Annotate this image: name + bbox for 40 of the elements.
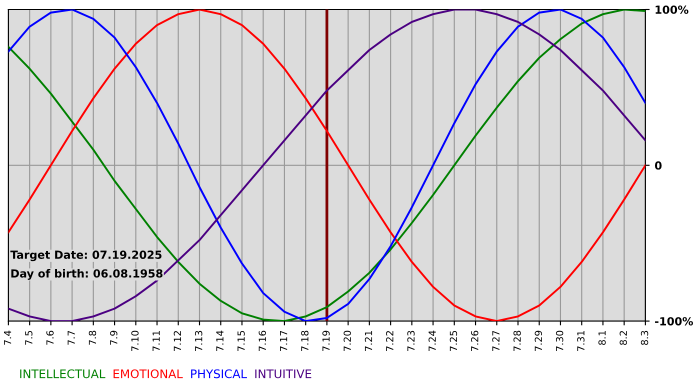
- annotation: Target Date: 07.19.2025: [10, 250, 162, 262]
- x-tick-label: 7.19: [322, 330, 330, 351]
- x-tick-label: 7.4: [4, 330, 12, 345]
- y-tick-label: 100%: [656, 5, 688, 14]
- x-tick-label: 7.13: [194, 330, 202, 351]
- x-tick-label: 7.9: [110, 330, 118, 345]
- x-tick-label: 7.12: [174, 331, 181, 351]
- x-tick-label: 7.31: [577, 331, 585, 351]
- x-tick-label: 7.24: [428, 330, 436, 351]
- x-tick-label: 8.1: [598, 331, 606, 345]
- x-tick-label: 7.10: [131, 330, 139, 351]
- x-tick-label: 7.27: [492, 330, 500, 351]
- x-tick-label: 7.17: [280, 330, 288, 351]
- annotation: Day of birth: 06.08.1958: [11, 269, 163, 280]
- x-tick-label: 8.3: [640, 330, 648, 345]
- x-tick-label: 7.23: [407, 330, 415, 351]
- x-tick-label: 7.18: [301, 330, 308, 351]
- text: INTUITIVE: [255, 369, 312, 378]
- x-tick-label: 7.20: [344, 330, 351, 351]
- x-tick-label: 7.22: [386, 331, 394, 351]
- x-tick-label: 7.6: [46, 330, 54, 345]
- x-tick-label: 7.11: [152, 331, 160, 351]
- x-tick-label: 7.21: [364, 331, 372, 351]
- x-tick-label: 7.7: [68, 330, 75, 345]
- x-tick-label: 7.26: [471, 330, 478, 351]
- x-tick-label: 7.14: [216, 330, 224, 351]
- x-tick-label: 7.28: [513, 330, 521, 351]
- x-tick-label: 7.5: [25, 330, 32, 345]
- x-tick-label: 8.2: [620, 331, 627, 345]
- text: INTELLECTUAL: [20, 369, 106, 378]
- x-tick-label: 7.15: [238, 330, 245, 351]
- x-tick-label: 7.30: [556, 330, 564, 351]
- x-tick-label: 7.8: [88, 330, 96, 345]
- x-tick-label: 7.16: [258, 330, 266, 351]
- text: EMOTIONAL: [114, 369, 183, 378]
- text: PHYSICAL: [191, 369, 247, 378]
- y-tick-label: -100%: [655, 317, 694, 326]
- x-tick-label: 7.29: [534, 330, 542, 351]
- y-tick-label: 0: [654, 161, 662, 170]
- x-tick-label: 7.25: [450, 330, 458, 351]
